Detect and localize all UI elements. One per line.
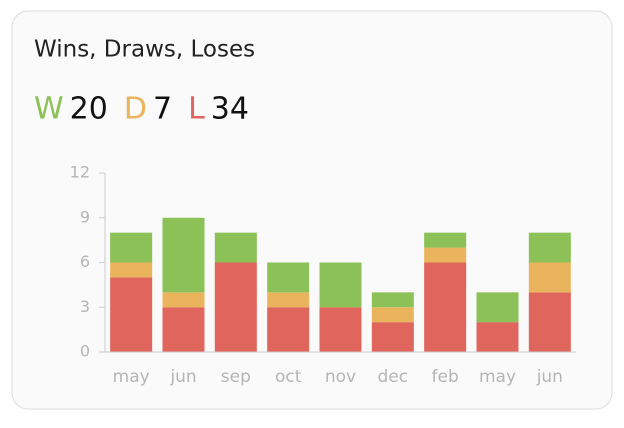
bar-segment	[267, 307, 310, 352]
bar-segment	[110, 232, 153, 263]
summary-letter: L	[188, 92, 205, 127]
bar-segment	[371, 292, 414, 308]
x-tick-label: may	[113, 367, 150, 387]
y-tick-label: 6	[80, 252, 90, 271]
x-tick-label: may	[479, 367, 516, 387]
y-tick-label: 0	[80, 342, 90, 361]
bar-segment	[110, 262, 153, 278]
x-tick-label: nov	[325, 367, 356, 387]
bar-segment	[162, 307, 205, 352]
bar-segment	[319, 262, 362, 308]
summary-total: 20	[70, 92, 108, 127]
bar-segment	[162, 217, 205, 293]
y-tick-label: 12	[70, 163, 90, 182]
bar-segment	[110, 277, 153, 352]
bar-segment	[162, 292, 205, 308]
y-tick-label: 9	[80, 207, 90, 226]
x-tick-label: feb	[432, 367, 459, 387]
summary-total: 34	[211, 92, 249, 127]
chart-title: Wins, Draws, Loses	[34, 37, 255, 63]
summary-letter: W	[34, 92, 64, 127]
bar-segment	[424, 262, 467, 352]
x-tick-label: dec	[378, 367, 409, 387]
x-tick-label: oct	[275, 367, 302, 387]
bar-segment	[476, 322, 519, 352]
bar-segment	[371, 307, 414, 323]
x-tick-label: jun	[169, 367, 196, 387]
bar-segment	[424, 232, 467, 248]
summary-total: 7	[153, 92, 172, 127]
card	[11, 10, 613, 410]
x-tick-label: jun	[536, 367, 563, 387]
bar-segment	[319, 307, 362, 352]
bar-segment	[476, 292, 519, 323]
bar-segment	[214, 232, 257, 263]
bar-segment	[528, 262, 571, 293]
bar-segment	[267, 262, 310, 293]
bar-segment	[267, 292, 310, 308]
summary: W 20 D 7 L 34	[34, 92, 249, 127]
x-tick-label: sep	[221, 367, 251, 387]
bar-segment	[424, 247, 467, 263]
bar-segment	[371, 322, 414, 352]
summary-letter: D	[124, 92, 147, 127]
bar-segment	[214, 262, 257, 352]
bar-segment	[528, 232, 571, 263]
bar-segment	[528, 292, 571, 352]
y-tick-label: 3	[80, 297, 90, 316]
